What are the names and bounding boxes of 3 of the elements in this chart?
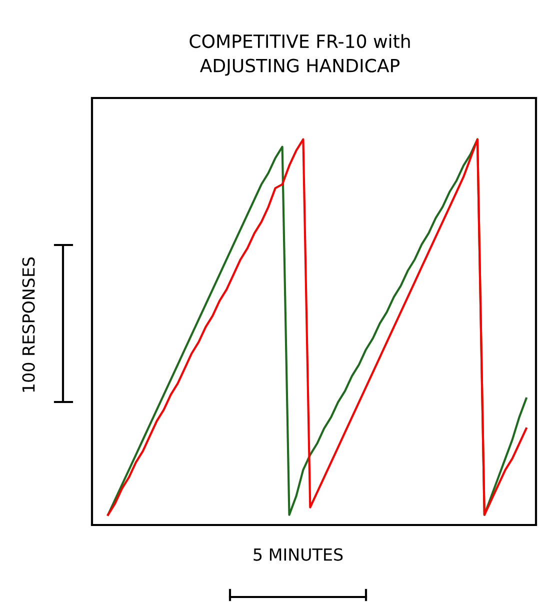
y-axis-title: 100 RESPONSES <box>22 257 35 392</box>
x-axis-title: 5 MINUTES <box>254 548 343 561</box>
chart-title: COMPETITIVE FR-10 with ADJUSTING HANDICAP <box>190 34 410 76</box>
